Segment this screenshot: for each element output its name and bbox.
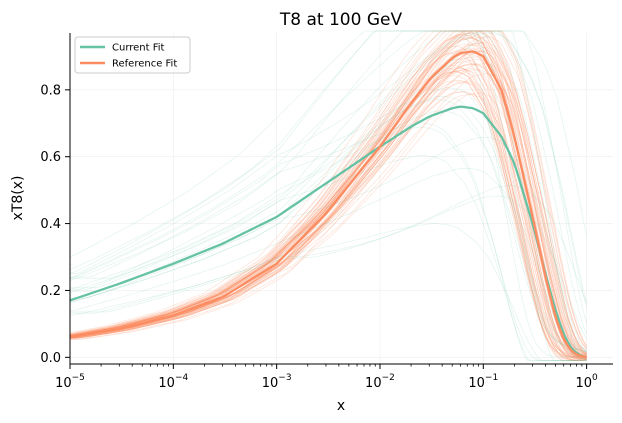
current-replica-line-12 — [70, 195, 587, 340]
current-replica-line-3 — [69, 155, 587, 361]
reference-replica-line-62 — [69, 34, 587, 358]
reference-replica-line-49 — [69, 36, 587, 358]
reference-replica-line-27 — [69, 31, 587, 360]
x-axis-label: x — [337, 398, 345, 414]
x-tick-label-3: 10−2 — [365, 373, 395, 391]
current-replica-line-7 — [69, 30, 587, 357]
current-replica-line-8 — [69, 122, 587, 361]
reference-replica-line-23 — [69, 51, 587, 358]
reference-replica-line-69 — [69, 30, 587, 357]
grid — [69, 33, 613, 364]
reference-replica-line-16 — [69, 61, 587, 361]
plot-background — [70, 33, 613, 364]
reference-replica-line-66 — [69, 33, 587, 357]
reference-replica-line-57 — [69, 79, 587, 361]
series-line-current-fit — [69, 105, 587, 359]
y-axis-label: xT8(x) — [10, 176, 26, 221]
reference-replica-line-0 — [69, 48, 587, 360]
current-replica-line-21 — [69, 223, 587, 361]
reference-replica-line-7 — [70, 44, 587, 356]
reference-replica-line-8 — [69, 71, 587, 360]
x-tick-label-4: 10−1 — [468, 373, 498, 391]
reference-replica-line-60 — [70, 59, 587, 355]
current-replica-line-18 — [69, 167, 587, 360]
reference-replica-line-28 — [70, 30, 587, 347]
reference-replica-line-46 — [70, 56, 587, 356]
current-replica-line-10 — [69, 110, 587, 353]
reference-replica-line-21 — [70, 92, 587, 358]
x-ticks: 10−5 10−4 10−3 10−2 10−1 100 — [55, 364, 598, 391]
reference-replica-line-31 — [69, 30, 587, 355]
reference-replica-line-61 — [69, 37, 587, 359]
x-tick-label-2: 10−3 — [262, 373, 292, 391]
reference-replica-line-24 — [70, 36, 587, 347]
replica-curves — [69, 30, 587, 361]
series-lines — [69, 50, 587, 359]
current-replica-line-15 — [70, 32, 587, 308]
reference-replica-line-37 — [69, 34, 587, 358]
reference-replica-line-63 — [70, 47, 587, 354]
reference-replica-line-65 — [70, 53, 587, 357]
reference-replica-line-53 — [70, 73, 587, 355]
reference-replica-line-11 — [69, 68, 587, 359]
y-tick-label-1: 0.2 — [40, 284, 61, 299]
y-tick-label-3: 0.6 — [40, 150, 61, 165]
current-replica-line-11 — [69, 30, 587, 358]
current-replica-line-20 — [70, 30, 587, 304]
current-replica-line-14 — [69, 99, 587, 352]
y-tick-label-0: 0.0 — [40, 351, 61, 366]
reference-replica-line-50 — [69, 38, 587, 359]
x-tick-label-0: 10−5 — [55, 373, 85, 391]
current-replica-line-6 — [70, 30, 587, 335]
reference-replica-line-44 — [69, 53, 587, 361]
reference-replica-line-51 — [69, 67, 587, 361]
reference-replica-line-59 — [69, 64, 587, 358]
current-replica-line-17 — [70, 185, 587, 313]
current-replica-line-2 — [70, 32, 587, 361]
y-tick-label-2: 0.4 — [40, 217, 61, 232]
reference-replica-line-56 — [69, 71, 587, 358]
reference-replica-line-14 — [69, 37, 587, 359]
current-replica-line-5 — [69, 30, 587, 352]
current-replica-line-4 — [69, 95, 587, 351]
reference-replica-line-17 — [70, 50, 587, 355]
x-tick-label-5: 100 — [575, 373, 598, 391]
reference-replica-line-64 — [70, 50, 587, 355]
reference-replica-line-9 — [69, 30, 587, 358]
reference-replica-line-12 — [69, 30, 587, 358]
y-ticks: 0.0 0.2 0.4 0.6 0.8 — [40, 83, 70, 366]
x-tick-label-1: 10−4 — [158, 373, 188, 391]
reference-replica-line-39 — [69, 30, 587, 356]
reference-replica-line-18 — [69, 62, 587, 358]
current-replica-line-19 — [70, 137, 587, 354]
legend-label-reference-fit: Reference Fit — [112, 59, 177, 70]
reference-replica-line-68 — [69, 52, 587, 360]
reference-replica-line-41 — [69, 93, 587, 360]
current-replica-line-1 — [69, 126, 587, 361]
legend: Current Fit Reference Fit — [74, 36, 191, 74]
reference-replica-line-58 — [70, 43, 587, 352]
current-replica-line-0 — [70, 30, 587, 279]
reference-replica-line-45 — [69, 63, 587, 357]
reference-replica-line-34 — [70, 63, 587, 349]
y-tick-label-4: 0.8 — [40, 83, 61, 98]
reference-replica-line-38 — [69, 91, 587, 360]
legend-label-current-fit: Current Fit — [112, 43, 165, 54]
series-line-reference-fit — [69, 50, 587, 359]
reference-replica-line-47 — [70, 69, 587, 358]
chart-title: T8 at 100 GeV — [279, 10, 403, 30]
reference-replica-line-22 — [69, 67, 587, 361]
current-replica-line-16 — [69, 30, 587, 353]
current-replica-line-13 — [70, 30, 587, 324]
reference-replica-line-43 — [69, 45, 587, 357]
current-replica-line-9 — [69, 87, 587, 361]
reference-replica-line-36 — [70, 50, 587, 353]
reference-replica-line-67 — [69, 64, 587, 358]
reference-replica-line-42 — [69, 34, 587, 357]
